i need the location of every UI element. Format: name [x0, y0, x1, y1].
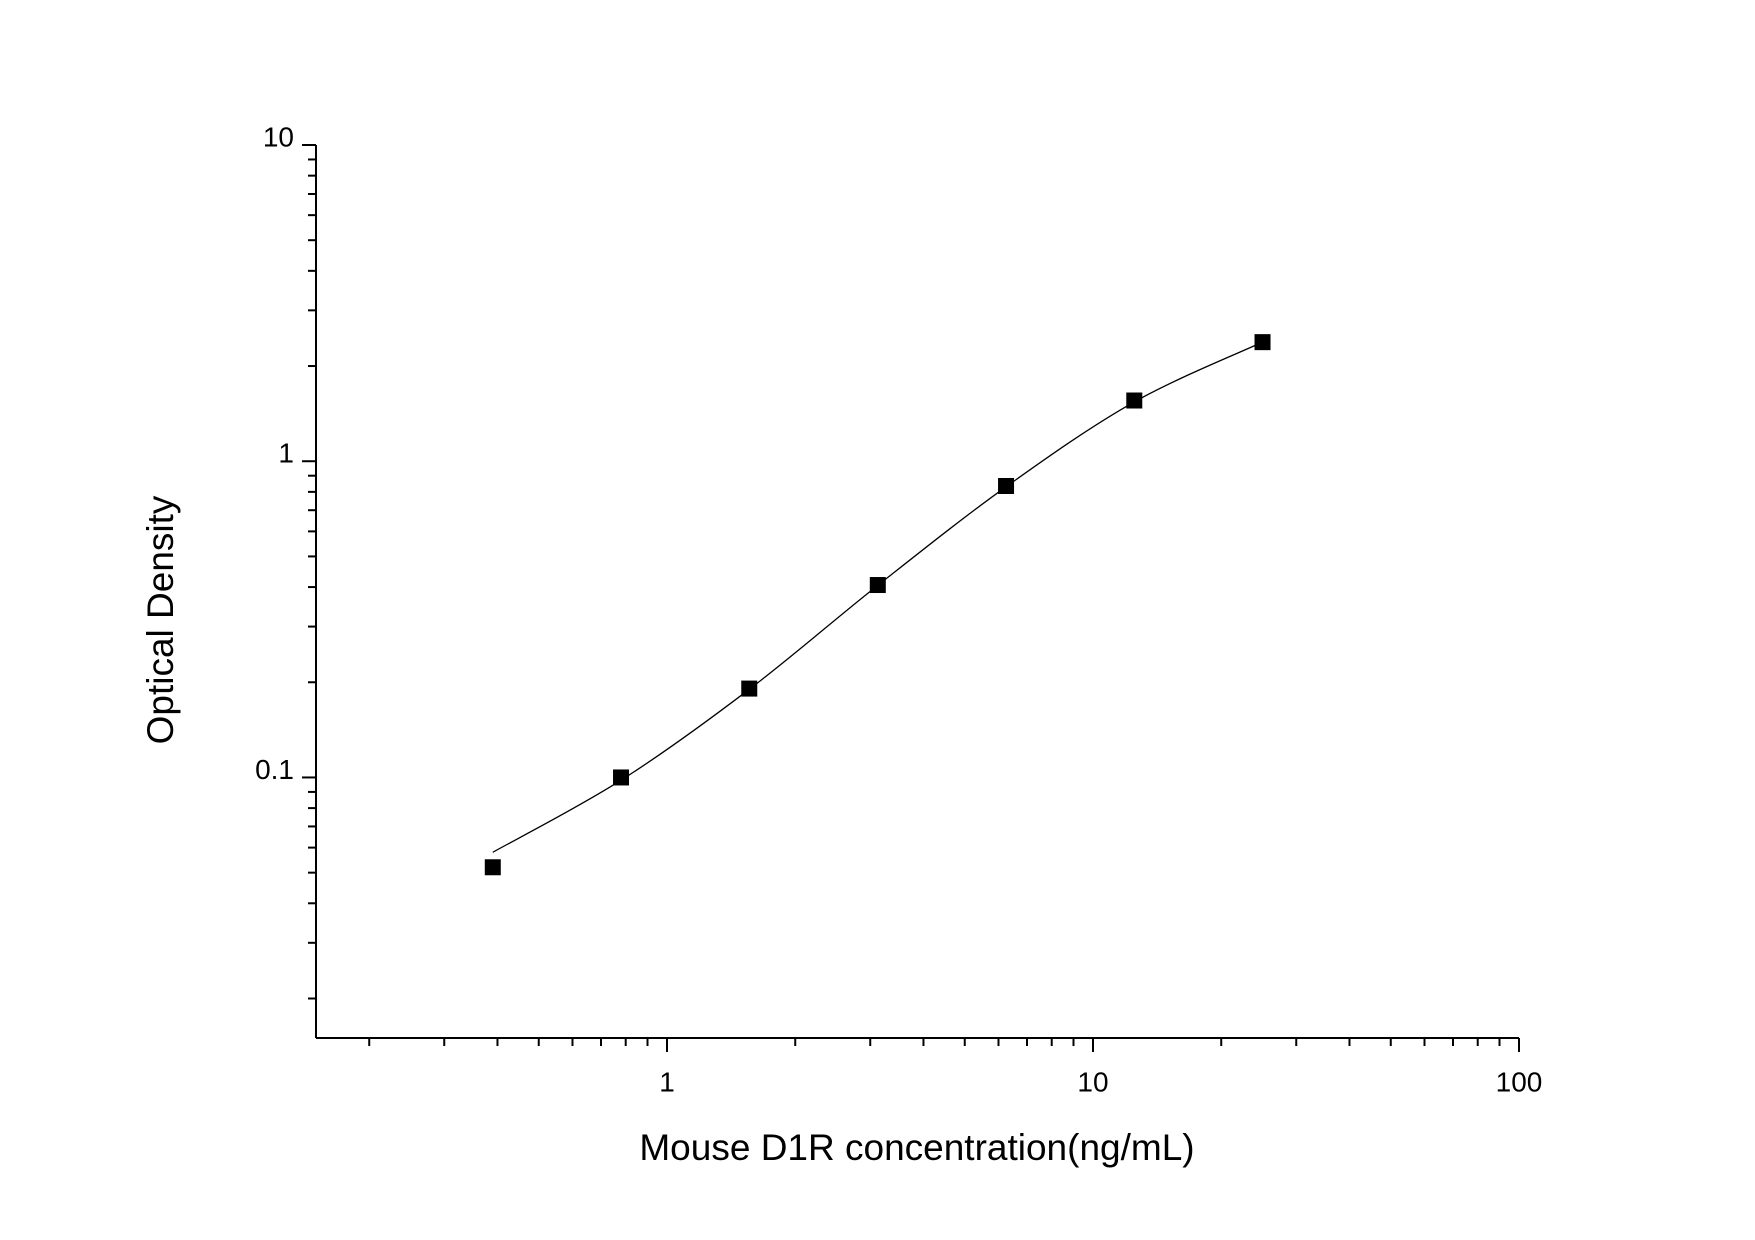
x-tick-label: 100 — [1496, 1066, 1543, 1097]
y-axis-title: Optical Density — [140, 495, 181, 744]
y-tick-label: 10 — [263, 121, 294, 152]
x-tick-label: 10 — [1077, 1066, 1108, 1097]
data-point — [484, 859, 501, 876]
x-axis-title: Mouse D1R concentration(ng/mL) — [639, 1127, 1194, 1168]
fit-curve — [492, 341, 1263, 853]
x-tick-label: 1 — [659, 1066, 675, 1097]
data-point — [613, 769, 630, 786]
y-tick-label: 1 — [278, 438, 294, 469]
y-tick-label: 0.1 — [255, 754, 294, 785]
data-point — [1126, 392, 1143, 409]
